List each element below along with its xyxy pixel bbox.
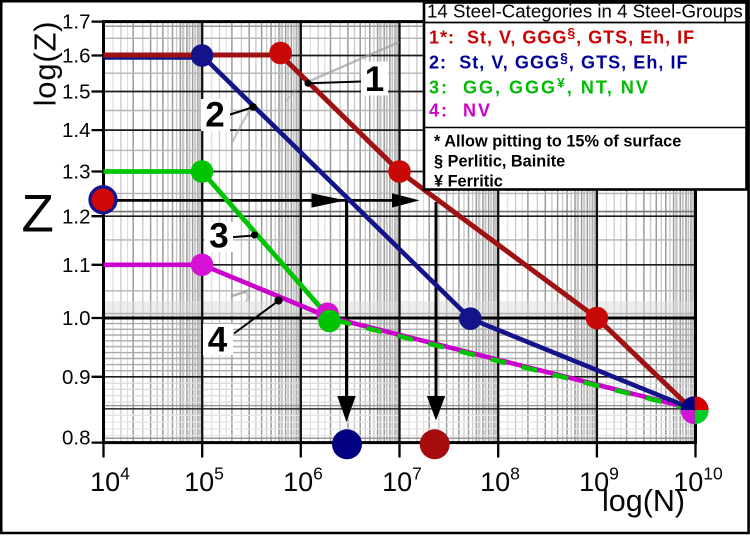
svg-text:4: 4: [208, 321, 228, 360]
svg-text:Z: Z: [22, 185, 54, 244]
svg-text:0.8: 0.8: [62, 427, 91, 450]
svg-text:1.3: 1.3: [62, 161, 91, 184]
svg-text:1.4: 1.4: [62, 119, 91, 142]
svg-text:105: 105: [184, 464, 224, 498]
svg-text:14 Steel-Categories in 4 Steel: 14 Steel-Categories in 4 Steel-Groups: [427, 1, 743, 22]
svg-text:4: NV: 4: NV: [429, 101, 492, 121]
svg-text:log(N): log(N): [602, 484, 685, 518]
svg-text:1*: St, V, GGG§, GTS, Eh, IF: 1*: St, V, GGG§, GTS, Eh, IF: [429, 25, 695, 48]
svg-text:log(Z): log(Z): [28, 21, 63, 107]
svg-text:1.7: 1.7: [62, 11, 91, 34]
svg-text:1.1: 1.1: [62, 254, 91, 277]
svg-text:1.6: 1.6: [62, 45, 91, 68]
svg-text:3: GG, GGG¥, NT, NV: 3: GG, GGG¥, NT, NV: [429, 75, 650, 98]
svg-text:1.2: 1.2: [62, 205, 91, 228]
svg-text:¥ Ferritic: ¥ Ferritic: [434, 173, 503, 191]
svg-text:2: 2: [205, 96, 224, 135]
svg-text:* Allow pitting to 15% of surf: * Allow pitting to 15% of surface: [434, 133, 681, 151]
svg-text:2: St, V, GGG§, GTS, Eh, IF: 2: St, V, GGG§, GTS, Eh, IF: [429, 50, 689, 73]
svg-text:0.9: 0.9: [62, 366, 91, 389]
svg-text:3: 3: [209, 217, 228, 256]
svg-text:§ Perlitic, Bainite: § Perlitic, Bainite: [434, 153, 565, 171]
svg-text:1: 1: [365, 60, 384, 99]
svg-text:1.0: 1.0: [62, 307, 91, 330]
svg-text:1.5: 1.5: [62, 81, 91, 104]
